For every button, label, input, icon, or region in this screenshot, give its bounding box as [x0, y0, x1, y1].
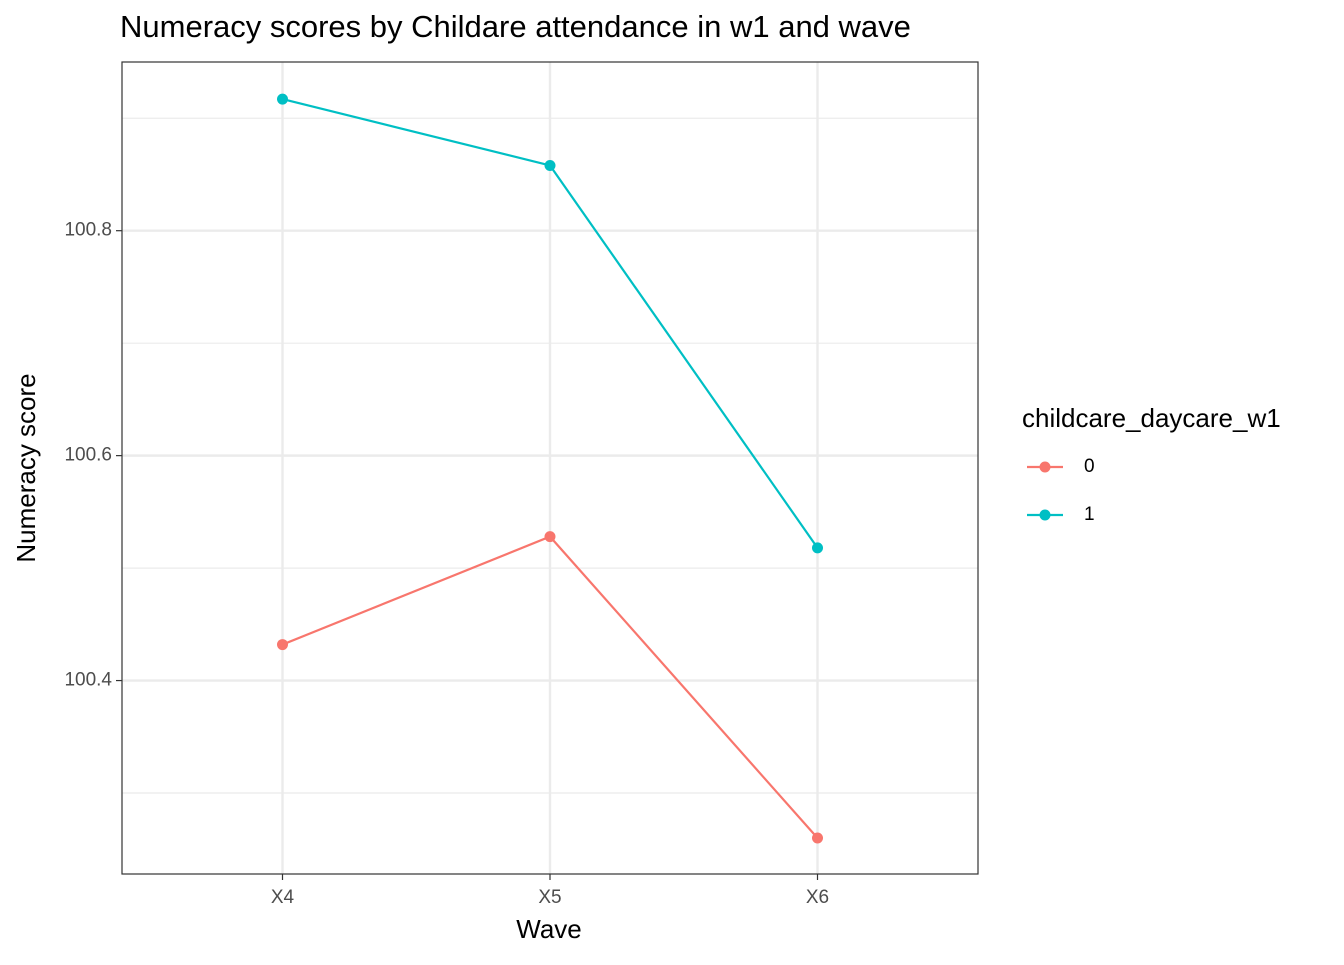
point [544, 159, 556, 171]
x-tick-label: X6 [806, 887, 829, 908]
legend-label: 1 [1084, 504, 1095, 525]
legend-title: childcare_daycare_w1 [1022, 403, 1281, 433]
legend-point [1039, 461, 1051, 473]
x-tick-label: X4 [271, 887, 295, 908]
point [544, 531, 556, 543]
panel-border [121, 61, 979, 875]
point [812, 542, 823, 554]
x-tick-label: X5 [538, 887, 561, 908]
y-tick-label: 100.4 [64, 670, 112, 691]
y-tick-label: 100.6 [64, 445, 112, 466]
y-tick-label: 100.8 [64, 220, 112, 241]
point [277, 93, 288, 105]
legend-point [1039, 509, 1051, 521]
y-axis-label: Numeracy score [11, 373, 41, 562]
legend-label: 0 [1084, 456, 1095, 477]
chart-title: Numeracy scores by Childare attendance i… [120, 9, 911, 44]
x-axis-label: Wave [516, 914, 582, 944]
point [812, 832, 823, 844]
point [277, 639, 288, 651]
